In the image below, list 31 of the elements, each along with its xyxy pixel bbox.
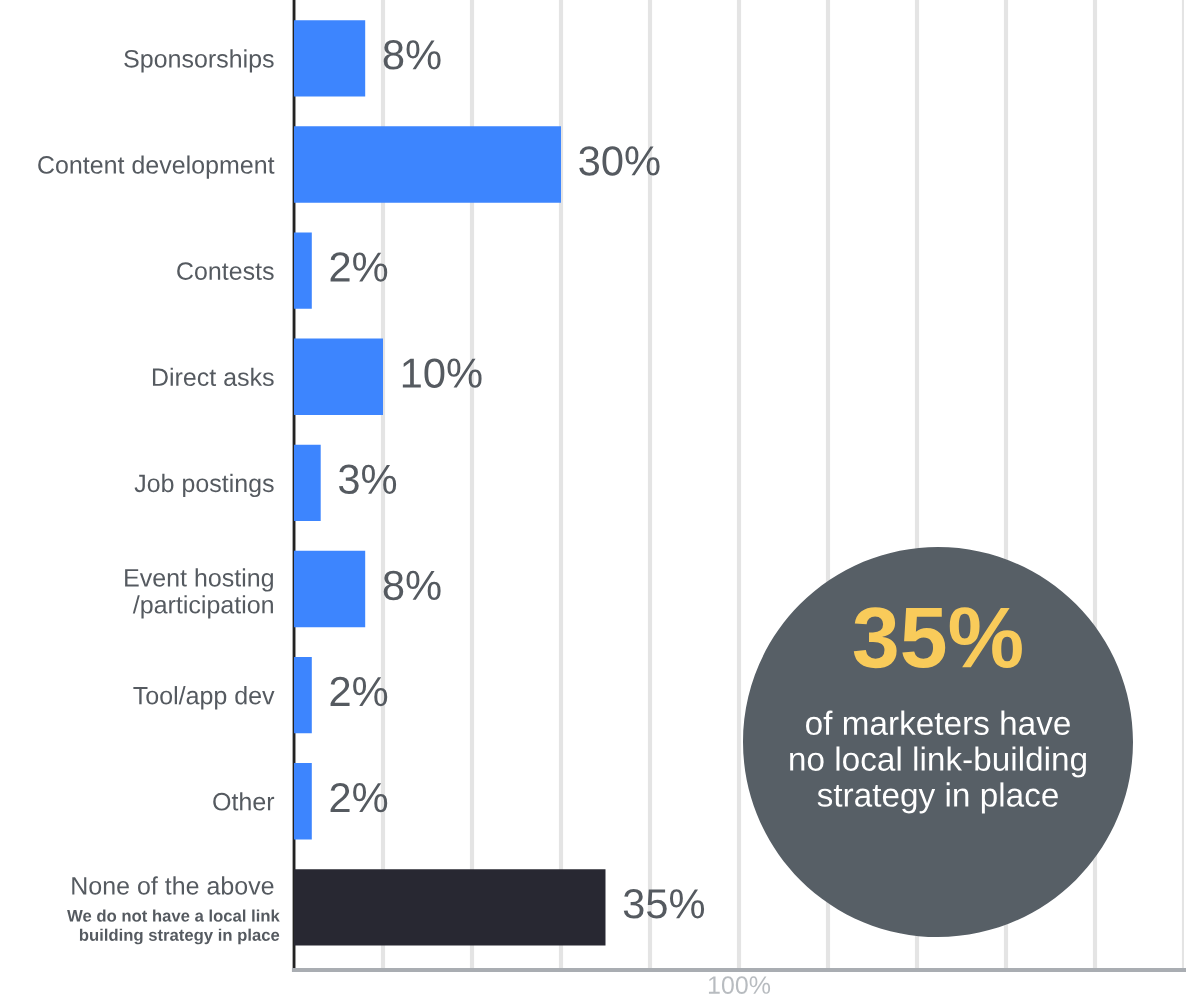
annotation: of marketers have no local link-building strategy in place [790, 710, 1086, 814]
y-tick-label: Content development [38, 155, 275, 179]
bar [294, 656, 312, 734]
text: We do not have a local link building strategy in place [67, 909, 280, 945]
y-tick-label: None of the above [72, 876, 274, 895]
bar [294, 338, 383, 415]
data-label: 3% [338, 464, 397, 495]
bar [294, 232, 312, 309]
data-label: 2% [330, 676, 388, 707]
y-tick-label: Contests [177, 262, 274, 280]
data-label: 35% [623, 889, 705, 919]
bar [294, 869, 606, 946]
bar [294, 763, 312, 840]
data-label: 2% [330, 252, 388, 282]
y-tick-label: Tool/app dev [133, 686, 275, 710]
y-tick-label: Direct asks [152, 367, 274, 387]
data-label: 8% [383, 570, 441, 601]
bar [294, 550, 366, 628]
bar [294, 126, 561, 203]
bar [294, 444, 321, 522]
data-label: 30% [579, 146, 660, 176]
y-tick-label: Other [213, 792, 275, 811]
annotation: 35% [853, 607, 1022, 669]
data-label: 10% [402, 358, 482, 388]
data-label: 2% [330, 782, 388, 813]
y-tick-label: Sponsorships [124, 49, 274, 73]
data-label: 8% [383, 40, 441, 70]
y-tick-label: Event hosting /participation [125, 568, 273, 619]
y-tick-label: Job postings [134, 473, 274, 498]
bar [294, 20, 366, 97]
x-axis-title: 100% [708, 976, 771, 994]
